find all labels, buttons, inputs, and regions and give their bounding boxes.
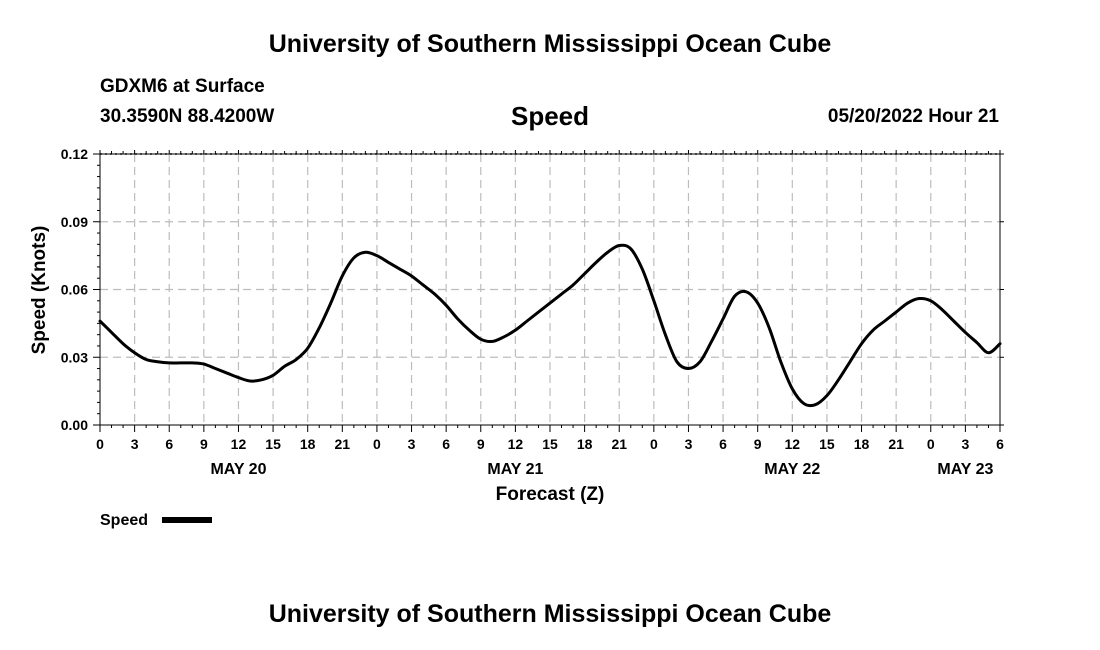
- axis-ticks: [93, 150, 1004, 432]
- x-tick-label: 6: [996, 436, 1004, 452]
- date-label: MAY 21: [487, 461, 543, 478]
- x-tick-label: 21: [611, 436, 627, 452]
- x-tick-label: 18: [854, 436, 870, 452]
- date-label: MAY 23: [937, 461, 993, 478]
- chart-title: University of Southern Mississippi Ocean…: [268, 30, 832, 58]
- grid-lines: [100, 153, 1000, 425]
- y-axis-label: Speed (Knots): [29, 226, 50, 355]
- x-tick-label: 18: [300, 436, 316, 452]
- x-tick-label: 12: [785, 436, 801, 452]
- x-tick-label: 0: [927, 436, 935, 452]
- x-tick-label: 9: [200, 436, 208, 452]
- x-tick-label: 0: [650, 436, 658, 452]
- x-tick-label: 15: [819, 436, 835, 452]
- x-tick-label: 6: [442, 436, 450, 452]
- x-tick-label: 3: [408, 436, 416, 452]
- station-label: GDXM6 at Surface: [100, 76, 265, 97]
- x-tick-label: 21: [888, 436, 904, 452]
- y-tick-labels: 0.00 0.03 0.06 0.09 0.12: [61, 146, 88, 433]
- x-tick-label: 6: [719, 436, 727, 452]
- x-tick-label: 15: [265, 436, 281, 452]
- x-tick-label: 9: [754, 436, 762, 452]
- variable-label: Speed: [510, 101, 590, 131]
- x-axis-label: Forecast (Z): [496, 484, 605, 505]
- date-label: MAY 20: [210, 461, 266, 478]
- x-tick-label: 18: [577, 436, 593, 452]
- x-tick-label: 12: [231, 436, 247, 452]
- x-tick-label: 12: [508, 436, 524, 452]
- x-tick-label: 0: [373, 436, 381, 452]
- footer-title: University of Southern Mississippi Ocean…: [268, 600, 832, 628]
- plot-frame: [99, 153, 1001, 426]
- location-label: 30.3590N 88.4200W: [100, 106, 275, 127]
- date-label: MAY 22: [764, 461, 820, 478]
- y-tick-label: 0.12: [61, 146, 88, 162]
- x-tick-label: 3: [961, 436, 969, 452]
- x-tick-label: 3: [685, 436, 693, 452]
- y-tick-label: 0.06: [61, 282, 88, 298]
- x-tick-label: 15: [542, 436, 558, 452]
- y-tick-label: 0.03: [61, 349, 88, 365]
- x-tick-label: 0: [96, 436, 104, 452]
- x-tick-label: 9: [477, 436, 485, 452]
- y-tick-label: 0.00: [61, 417, 88, 433]
- x-tick-labels: 0 3 6 9 12 15 18 21 0 3 6 9 12 15 18 21 0 3 6 9 12 15 18 21 0 3 6: [96, 436, 1004, 452]
- legend-label: Speed: [100, 512, 148, 529]
- speed-series-line: [98, 243, 1002, 408]
- x-tick-label: 6: [165, 436, 173, 452]
- datetime-label: 05/20/2022 Hour 21: [827, 106, 999, 127]
- date-labels: MAY 20 MAY 21 MAY 22 MAY 23: [210, 461, 993, 478]
- x-tick-label: 21: [335, 436, 351, 452]
- x-tick-label: 3: [131, 436, 139, 452]
- y-tick-label: 0.09: [61, 214, 88, 230]
